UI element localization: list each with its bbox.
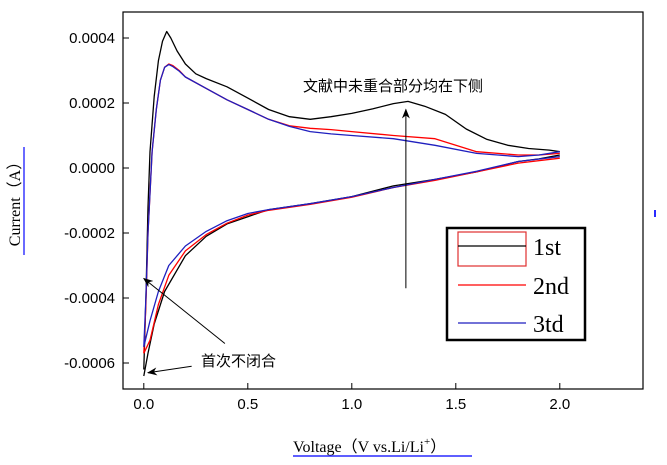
x-tick-label: 1.5: [445, 396, 466, 413]
x-tick-label: 0.0: [133, 396, 154, 413]
y-tick-label: 0.0002: [69, 95, 115, 112]
x-axis-title-main: Voltage（V vs.Li/Li: [293, 438, 425, 456]
y-tick-label: 0.0000: [69, 160, 115, 177]
series-1st-anodic: [143, 30, 560, 370]
y-tick-label: -0.0002: [64, 225, 115, 242]
series-2nd-cathodic: [143, 157, 560, 354]
x-axis-title-sup: +: [424, 436, 430, 448]
y-axis-title: Current（A）: [6, 154, 24, 246]
annotation-layer: [143, 108, 410, 376]
legend-box: [445, 226, 587, 342]
x-tick-label: 2.0: [549, 396, 570, 413]
legend-label-2nd: 2nd: [533, 274, 569, 300]
x-axis-title-close: ）: [430, 438, 446, 456]
legend-label-1st: 1st: [533, 235, 561, 261]
x-tick-label: 1.0: [341, 396, 362, 413]
legend: 1st 2nd 3td: [445, 226, 587, 342]
annotation-first-cycle-text: 首次不闭合: [201, 352, 276, 370]
annotation-arrow-first-cycle-2: [146, 365, 192, 376]
plot-frame: [122, 11, 644, 390]
axis-ticks: 0.0 0.5 1.0 1.5 2.0 0.0004 0.0002 0.0000 -0.0002…: [64, 30, 570, 413]
y-tick-label: -0.0006: [64, 355, 115, 372]
x-axis-title: Voltage（V vs.Li/Li+）: [293, 436, 446, 456]
y-tick-label: 0.0004: [69, 30, 115, 47]
annotation-overlap-text: 文献中未重合部分均在下侧: [303, 77, 483, 95]
y-tick-label: -0.0004: [64, 290, 115, 307]
series-layer: [143, 30, 560, 377]
series-3td-anodic: [143, 63, 560, 347]
legend-highlight: [457, 231, 527, 267]
annotation-arrow-first-cycle-1: [143, 277, 226, 344]
series-3td-cathodic: [143, 155, 560, 347]
legend-label-3td: 3td: [533, 312, 564, 338]
x-tick-label: 0.5: [237, 396, 258, 413]
